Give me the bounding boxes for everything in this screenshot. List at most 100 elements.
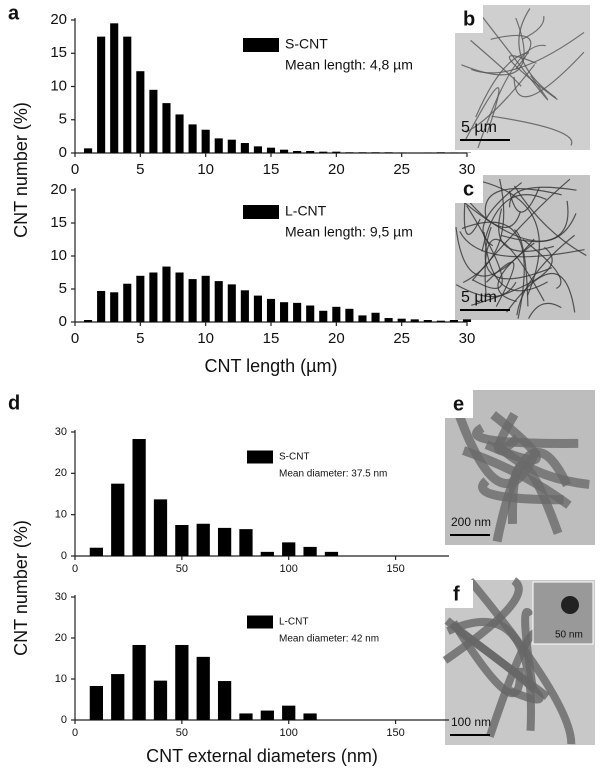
bar [319,151,328,153]
bar [227,284,236,322]
y-tick-label: 0 [59,144,67,161]
y-tick-label: 10 [50,247,67,264]
nanotube [472,423,579,448]
y-tick-label: 20 [50,11,67,28]
bar [123,36,132,153]
x-tick-label: 20 [328,161,345,178]
legend-label: S-CNT [285,36,328,52]
bar [358,152,367,153]
bar [358,315,367,322]
bar [436,152,445,153]
bar [149,89,158,153]
bar [89,685,103,720]
bar [293,151,302,153]
scale-label: 5 µm [461,119,497,136]
y-tick-label: 5 [59,280,67,297]
bar [201,129,210,153]
bar [97,290,106,322]
bar [384,318,393,322]
nanotube [513,51,585,98]
label-box [445,390,473,418]
x-axis-label: CNT length (µm) [204,356,337,376]
bar [214,138,223,153]
bar [306,305,315,322]
y-tick-label: 15 [50,214,67,231]
bar [303,713,317,720]
y-tick-label: 0 [61,714,67,726]
bar [111,674,125,720]
panel-label: e [453,393,464,415]
bar [260,710,274,720]
nanotube [466,205,503,289]
bar [240,143,249,153]
bar [371,312,380,322]
y-tick-label: 10 [55,673,67,685]
legend-swatch [243,38,279,52]
label-box [455,175,483,203]
bar [303,546,317,556]
legend-swatch [247,450,273,464]
inset [532,581,594,645]
bar [123,283,132,322]
nanotube [442,577,523,664]
y-tick-label: 0 [59,313,67,330]
x-tick-label: 15 [263,161,280,178]
nanotube [466,198,522,228]
nanotube [494,412,521,455]
nanotube [471,246,553,306]
label-box [455,5,483,33]
x-tick-label: 50 [176,563,188,575]
panel-label: f [453,583,460,605]
y-tick-label: 20 [55,467,67,479]
x-tick-label: 100 [280,563,298,575]
bar [196,523,210,556]
legend-label: L-CNT [279,617,308,628]
panel-label: d [8,392,20,414]
bar [175,272,184,322]
y-axis-label: CNT number (%) [11,520,31,656]
nanotube [491,115,573,146]
legend-swatch [247,615,273,629]
bar [132,644,146,720]
x-tick-label: 25 [393,161,410,178]
bar [266,298,276,322]
bar [239,713,253,720]
bar [306,151,315,153]
nanotube [486,261,515,307]
nanotube [509,186,577,208]
legend-label: L-CNT [285,203,327,219]
bar [162,266,171,322]
nanotube [484,188,562,219]
bar [110,23,119,154]
bar [293,302,302,322]
bar [214,281,223,322]
nanotube [459,231,585,258]
nanotube [477,44,546,149]
y-axis-label: CNT number (%) [11,102,31,238]
y-tick-label: 30 [55,426,67,438]
bar [266,147,276,153]
x-tick-label: 20 [328,330,345,347]
nanotube [450,620,524,698]
x-tick-label: 0 [71,161,79,178]
nanotube [470,39,522,87]
nanotube [466,577,576,745]
bar [175,525,189,556]
annotation: Mean length: 9,5 µm [285,224,413,240]
nanotube [522,238,562,289]
bar [345,152,354,153]
scale-label: 100 nm [451,715,491,729]
x-tick-label: 10 [197,330,214,347]
bar [280,302,289,322]
panel-label: c [463,178,474,200]
nanotube [455,281,517,298]
nanotube [492,447,572,543]
legend-label: S-CNT [279,452,310,463]
bar [175,644,189,720]
x-tick-label: 150 [386,563,404,575]
panel-label: b [463,8,475,30]
bar [436,320,445,322]
bar [217,681,232,720]
x-tick-label: 5 [136,330,144,347]
bar [449,320,458,322]
